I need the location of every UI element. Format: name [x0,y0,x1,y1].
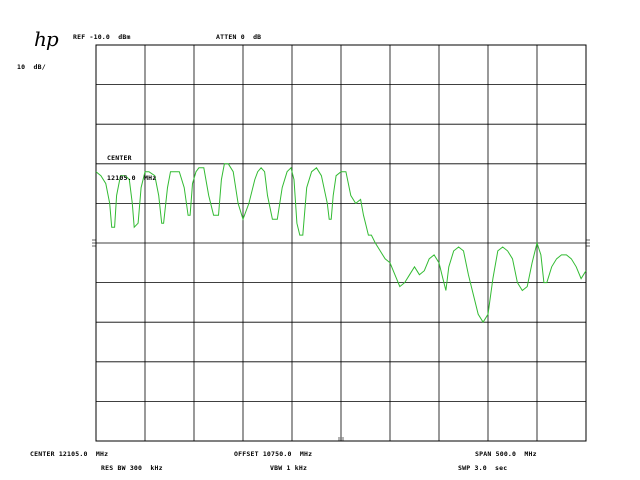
atten-value: 0 [240,33,245,41]
footer-offset-value: 10750.0 [262,450,292,458]
center-annotation-unit: MHz [144,174,157,182]
center-annotation-label: CENTER [107,154,132,162]
scale-unit: dB/ [33,63,46,71]
spectrum-trace [95,163,587,324]
footer-vbw-unit: kHz [294,464,308,472]
hp-logo: hp [34,27,59,51]
footer-rbw-unit: kHz [150,464,163,472]
footer-vbw: VBW 1 kHz [270,464,307,472]
footer-offset-label: OFFSET [234,450,259,458]
footer-span-label: SPAN [475,450,492,458]
footer-center: CENTER 12105.0 MHz [30,450,108,458]
ref-level-label: REF -10.0 dBm [73,33,131,41]
scale-value: 10 [17,63,26,71]
footer-span-value: 500.0 [495,450,517,458]
footer-rbw-value: 300 [129,464,143,472]
atten-label: ATTEN [216,33,237,41]
attenuation-label: ATTEN 0 dB [216,33,261,41]
footer-rbw: RES BW 300 kHz [101,464,163,472]
footer-sweep: SWP 3.0 sec [458,464,507,472]
ref-label: REF [73,33,86,41]
footer-offset-unit: MHz [299,450,313,458]
ref-value: -10.0 [89,33,111,41]
footer-vbw-label: VBW [270,464,283,472]
center-annotation-freq: 12105.0 [107,174,136,182]
scale-label: 10 dB/ [17,63,46,71]
graticule [95,44,587,442]
footer-center-unit: MHz [95,450,109,458]
footer-offset: OFFSET 10750.0 MHz [234,450,312,458]
graticule-marks [92,239,590,441]
footer-vbw-value: 1 [286,464,291,472]
footer-swp-value: 3.0 [474,464,487,472]
footer-swp-label: SWP [458,464,471,472]
atten-unit: dB [253,33,262,41]
footer-span-unit: MHz [524,450,537,458]
footer-center-value: 12105.0 [58,450,88,458]
footer-center-label: CENTER [30,450,55,458]
center-annotation-value: 12105.0 MHz [107,174,156,182]
footer-swp-unit: sec [495,464,508,472]
ref-unit: dBm [118,33,131,41]
footer-rbw-label: RES BW [101,464,126,472]
footer-span: SPAN 500.0 MHz [475,450,537,458]
